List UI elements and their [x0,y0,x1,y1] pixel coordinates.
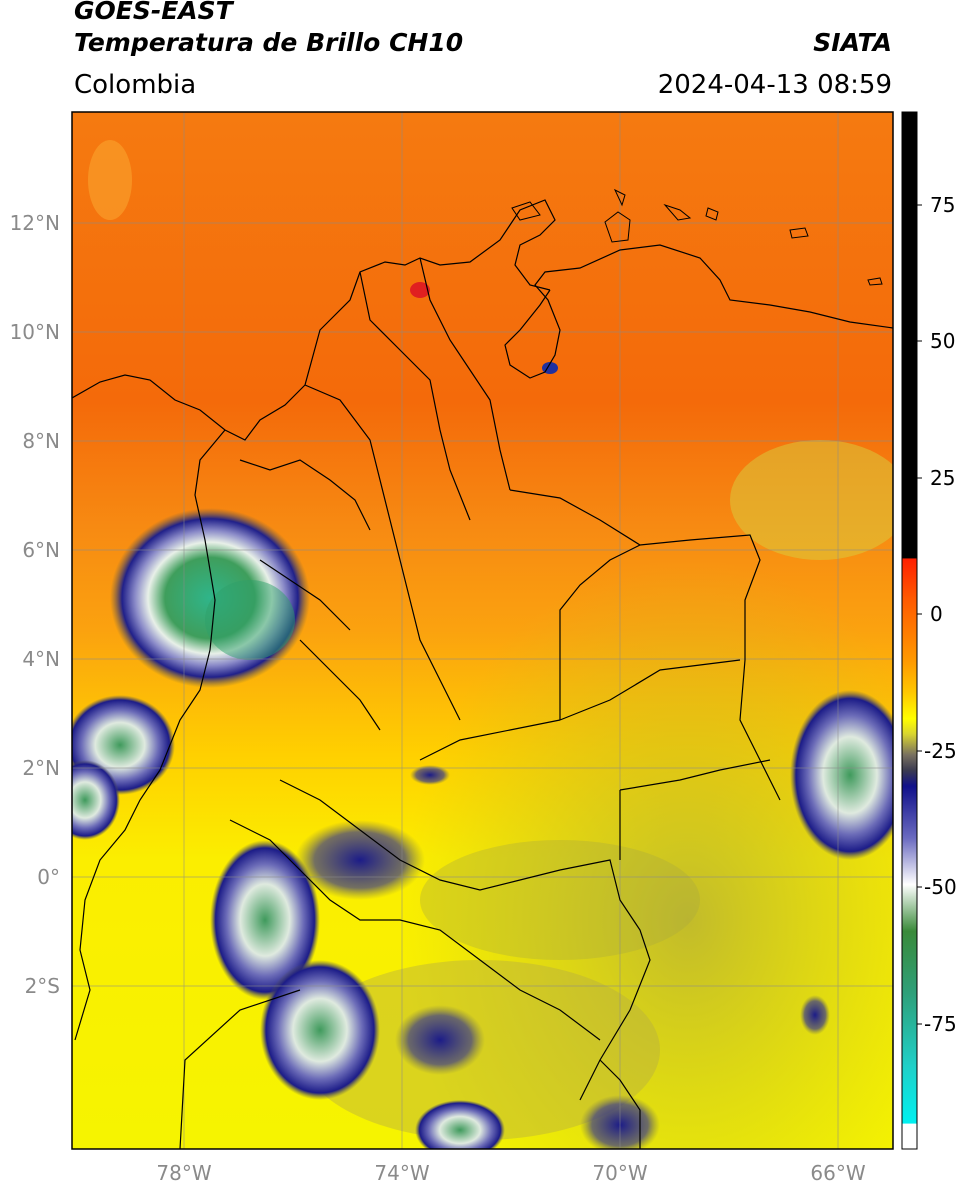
lat-tick: 8°N [22,429,60,453]
lat-tick: 0° [37,865,60,889]
colorbar-tick: -75 [924,1012,957,1036]
map-frame [71,111,894,1150]
title-product: Temperatura de Brillo CH10 [74,28,464,57]
longitude-labels: 78°W 74°W 70°W 66°W [156,1161,865,1185]
country-borders [72,199,893,1149]
lat-tick: 2°S [25,974,60,998]
title-satellite: GOES-EAST [74,0,233,25]
lat-tick: 4°N [22,647,60,671]
islands [511,188,883,286]
colorbar-tick: -25 [924,739,957,763]
lat-tick: 12°N [10,211,60,235]
lon-tick: 74°W [374,1161,429,1185]
lon-tick: 70°W [592,1161,647,1185]
colorbar-tick: 25 [930,466,955,490]
lon-tick: 66°W [810,1161,865,1185]
colorbar-tick: 50 [930,329,955,353]
colorbar: 75 50 25 0 -25 -50 -75 [901,111,957,1150]
title-datetime: 2024-04-13 08:59 [657,70,892,100]
colorbar-tick: -50 [924,875,957,899]
title-source: SIATA [813,28,892,57]
colorbar-tick: 75 [930,193,955,217]
brightness-temperature-field [72,112,893,1149]
graticule [72,112,893,1149]
lat-tick: 10°N [10,320,60,344]
lat-tick: 6°N [22,538,60,562]
colorbar-tick: 0 [930,602,943,626]
lon-tick: 78°W [156,1161,211,1185]
colorbar-scale [901,111,918,1150]
title-region: Colombia [74,70,197,100]
lat-tick: 2°N [22,756,60,780]
latitude-labels: 12°N 10°N 8°N 6°N 4°N 2°N 0° 2°S [10,211,60,998]
